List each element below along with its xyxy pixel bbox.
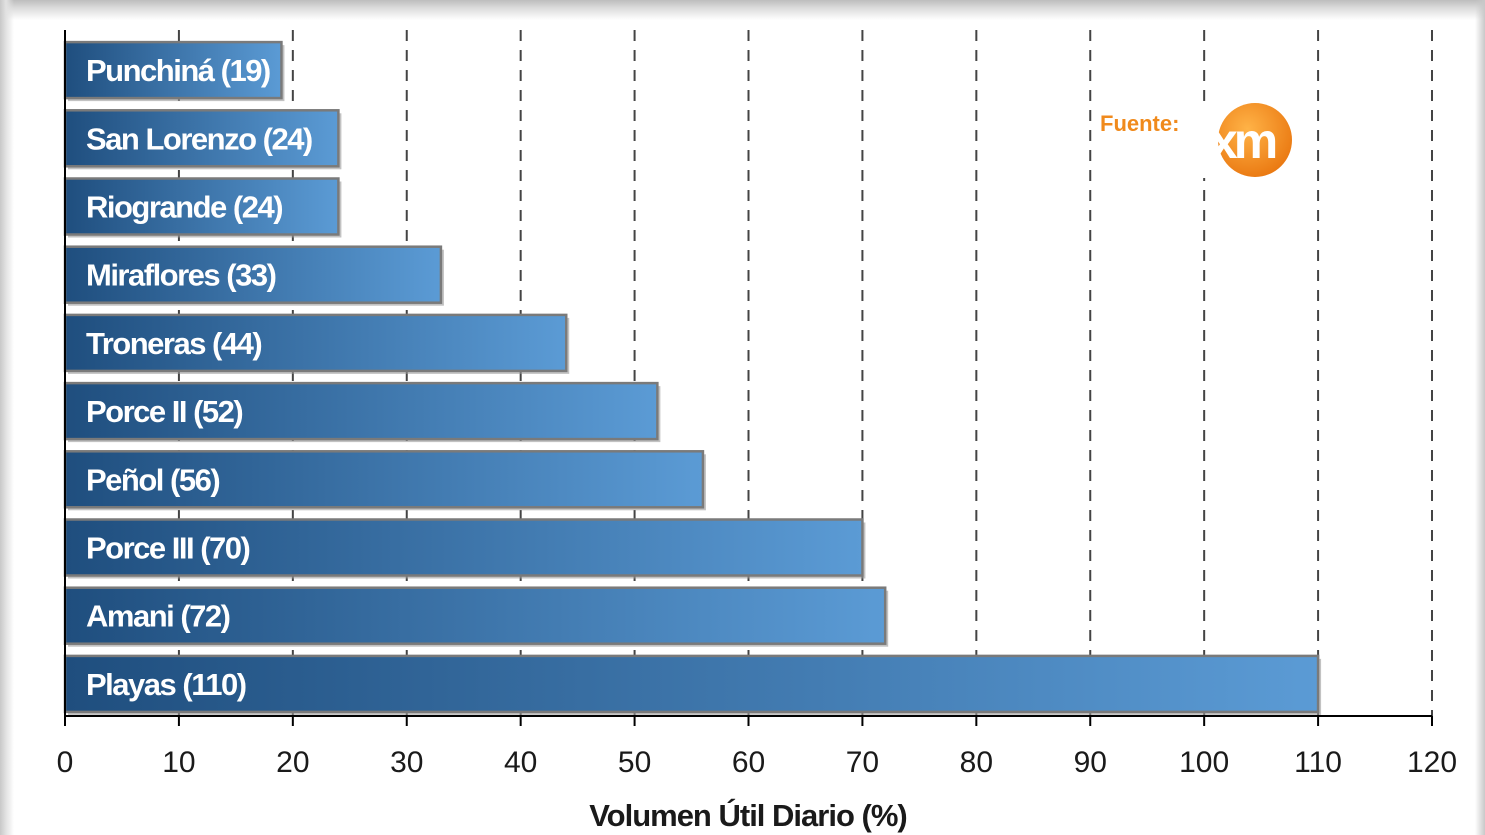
bar [63, 109, 340, 168]
x-tick-label: 100 [1179, 746, 1229, 779]
bar-label: Troneras (44) [86, 326, 261, 361]
logo-text: xm [1210, 113, 1276, 169]
bars: Punchiná (19) San Lorenzo (24) Riogrande (… [63, 40, 1322, 715]
bar [63, 40, 283, 100]
bar-label: Amani (72) [86, 599, 230, 634]
bar [63, 450, 705, 509]
bar-label: Riogrande (24) [86, 190, 282, 225]
bar [63, 381, 659, 441]
x-tick-label: 0 [57, 746, 74, 779]
x-tick-label: 120 [1407, 746, 1457, 779]
bar-label: Playas (110) [86, 667, 246, 702]
bar-label: Peñol (56) [86, 462, 219, 497]
x-axis: 0 10 20 30 40 50 60 70 80 90 100 110 120 [57, 30, 1457, 779]
x-tick-label: 90 [1074, 746, 1107, 779]
bar [63, 245, 443, 304]
xm-logo-icon [1218, 103, 1292, 177]
bar-label: Punchiná (19) [86, 53, 270, 88]
x-tick-label: 20 [276, 746, 309, 779]
chart-frame-left-shadow [0, 0, 14, 835]
x-tick-label: 60 [732, 746, 765, 779]
bar-label: San Lorenzo (24) [86, 121, 312, 156]
x-tick-label: 40 [504, 746, 537, 779]
x-tick-label: 70 [846, 746, 879, 779]
source-label: Fuente: [1100, 111, 1179, 136]
bar [63, 654, 1320, 714]
chart-frame-right-shadow [1475, 0, 1485, 835]
x-tick-label: 110 [1294, 746, 1342, 779]
x-tick-label: 80 [960, 746, 993, 779]
x-axis-title: Volumen Útil Diario (%) [589, 797, 906, 833]
x-tick-label: 10 [162, 746, 195, 779]
bar-label: Porce II (52) [86, 394, 242, 429]
bar [63, 177, 340, 236]
bar-label: Miraflores (33) [86, 258, 276, 293]
bar-label: Porce III (70) [86, 531, 250, 566]
bar [63, 586, 887, 645]
x-tick-label: 50 [618, 746, 651, 779]
x-tick-label: 30 [390, 746, 423, 779]
bar [63, 518, 864, 577]
source-attribution: Fuente: xm [1100, 103, 1292, 178]
logo-divider [1203, 108, 1215, 178]
